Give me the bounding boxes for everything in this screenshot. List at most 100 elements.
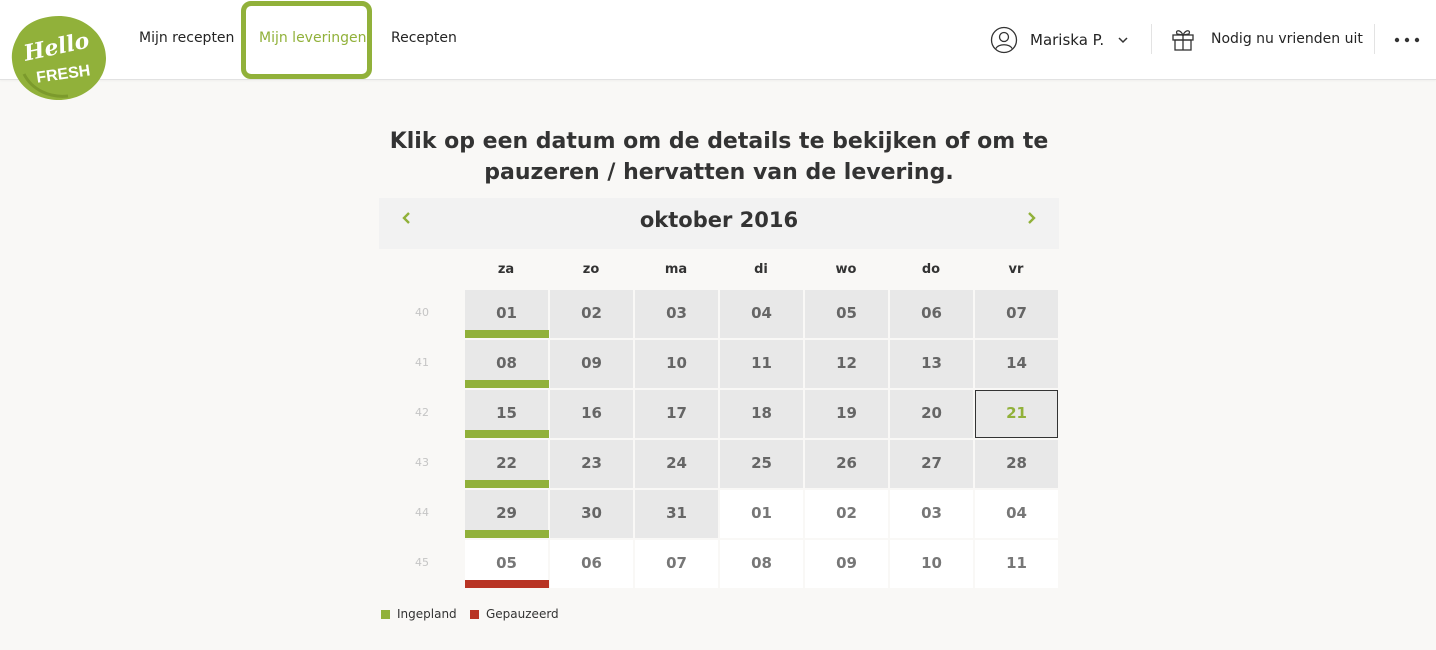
legend-swatch-paused bbox=[470, 609, 479, 619]
calendar-day[interactable]: 03 bbox=[890, 490, 973, 538]
calendar-day[interactable]: 05 bbox=[465, 540, 549, 588]
day-number: 12 bbox=[836, 354, 857, 372]
invite-friends-link[interactable]: Nodig nu vrienden uit bbox=[1170, 26, 1363, 52]
top-navigation-bar: Hello FRESH Mijn recepten Mijn leveringe… bbox=[0, 0, 1436, 100]
day-number: 16 bbox=[581, 404, 602, 422]
legend-label: Gepauzeerd bbox=[486, 607, 559, 621]
day-number: 08 bbox=[496, 354, 517, 372]
calendar-day[interactable]: 31 bbox=[635, 490, 718, 538]
day-number: 14 bbox=[1006, 354, 1027, 372]
divider bbox=[1374, 24, 1375, 54]
calendar-day[interactable]: 14 bbox=[975, 340, 1058, 388]
day-number: 11 bbox=[1006, 554, 1027, 572]
calendar-day[interactable]: 13 bbox=[890, 340, 973, 388]
legend-swatch-scheduled bbox=[381, 609, 390, 619]
calendar-day[interactable]: 04 bbox=[720, 290, 803, 338]
day-number: 05 bbox=[496, 554, 517, 572]
calendar-day[interactable]: 09 bbox=[805, 540, 888, 588]
calendar-day[interactable]: 08 bbox=[465, 340, 549, 388]
calendar-day[interactable]: 22 bbox=[465, 440, 549, 488]
day-number: 02 bbox=[581, 304, 602, 322]
day-number: 01 bbox=[751, 504, 772, 522]
calendar-day[interactable]: 24 bbox=[635, 440, 718, 488]
calendar-day[interactable]: 02 bbox=[550, 290, 633, 338]
week-number: 43 bbox=[415, 456, 429, 469]
scheduled-indicator bbox=[465, 530, 549, 538]
calendar-day[interactable]: 15 bbox=[465, 390, 549, 438]
calendar-day[interactable]: 23 bbox=[550, 440, 633, 488]
calendar-day[interactable]: 06 bbox=[890, 290, 973, 338]
calendar-day[interactable]: 07 bbox=[975, 290, 1058, 338]
more-options-icon[interactable] bbox=[1393, 32, 1421, 48]
day-number: 07 bbox=[666, 554, 687, 572]
scheduled-indicator bbox=[465, 480, 549, 488]
calendar-day[interactable]: 01 bbox=[465, 290, 549, 338]
gift-icon bbox=[1172, 30, 1194, 51]
day-number: 06 bbox=[921, 304, 942, 322]
scheduled-indicator bbox=[465, 330, 549, 338]
day-number: 28 bbox=[1006, 454, 1027, 472]
weekday-header: vr bbox=[1008, 262, 1024, 277]
hellofresh-logo[interactable]: Hello FRESH bbox=[10, 14, 108, 102]
calendar-day[interactable]: 11 bbox=[720, 340, 803, 388]
user-avatar-icon bbox=[990, 26, 1018, 54]
weekday-header: di bbox=[754, 262, 768, 277]
weekday-header: zo bbox=[582, 262, 600, 277]
day-number: 19 bbox=[836, 404, 857, 422]
calendar-day[interactable]: 27 bbox=[890, 440, 973, 488]
next-month-icon[interactable] bbox=[1024, 211, 1038, 225]
calendar-day[interactable]: 26 bbox=[805, 440, 888, 488]
calendar-day[interactable]: 05 bbox=[805, 290, 888, 338]
calendar-day[interactable]: 03 bbox=[635, 290, 718, 338]
day-number: 20 bbox=[921, 404, 942, 422]
day-number: 23 bbox=[581, 454, 602, 472]
calendar-day[interactable]: 02 bbox=[805, 490, 888, 538]
calendar-day[interactable]: 09 bbox=[550, 340, 633, 388]
calendar-day[interactable]: 11 bbox=[975, 540, 1058, 588]
weekday-header: wo bbox=[835, 262, 857, 277]
calendar-day[interactable]: 20 bbox=[890, 390, 973, 438]
previous-month-icon[interactable] bbox=[400, 211, 414, 225]
calendar-day[interactable]: 18 bbox=[720, 390, 803, 438]
weekday-header: ma bbox=[664, 262, 688, 277]
calendar-day[interactable]: 10 bbox=[635, 340, 718, 388]
week-number: 45 bbox=[415, 556, 429, 569]
day-number: 21 bbox=[1006, 404, 1027, 422]
calendar-day[interactable]: 04 bbox=[975, 490, 1058, 538]
calendar-day[interactable]: 01 bbox=[720, 490, 803, 538]
page-title: Klik op een datum om de details te bekij… bbox=[378, 126, 1060, 188]
divider bbox=[1151, 24, 1152, 54]
calendar-day[interactable]: 25 bbox=[720, 440, 803, 488]
nav-recepten[interactable]: Recepten bbox=[391, 30, 457, 46]
legend-paused: Gepauzeerd bbox=[470, 607, 559, 621]
calendar-day[interactable]: 29 bbox=[465, 490, 549, 538]
day-number: 17 bbox=[666, 404, 687, 422]
legend-label: Ingepland bbox=[397, 607, 457, 621]
calendar-day[interactable]: 30 bbox=[550, 490, 633, 538]
calendar-day[interactable]: 28 bbox=[975, 440, 1058, 488]
calendar-day[interactable]: 12 bbox=[805, 340, 888, 388]
week-number: 42 bbox=[415, 406, 429, 419]
calendar-day[interactable]: 10 bbox=[890, 540, 973, 588]
scheduled-indicator bbox=[465, 380, 549, 388]
day-number: 07 bbox=[1006, 304, 1027, 322]
calendar-day[interactable]: 07 bbox=[635, 540, 718, 588]
calendar-day-today[interactable]: 21 bbox=[975, 390, 1058, 438]
nav-mijn-recepten[interactable]: Mijn recepten bbox=[139, 30, 235, 46]
calendar-day[interactable]: 17 bbox=[635, 390, 718, 438]
user-menu[interactable]: Mariska P. bbox=[990, 26, 1128, 54]
month-title: oktober 2016 bbox=[639, 208, 799, 232]
calendar-day[interactable]: 06 bbox=[550, 540, 633, 588]
week-number: 40 bbox=[415, 306, 429, 319]
day-number: 08 bbox=[751, 554, 772, 572]
day-number: 29 bbox=[496, 504, 517, 522]
day-number: 01 bbox=[496, 304, 517, 322]
day-number: 13 bbox=[921, 354, 942, 372]
calendar-day[interactable]: 19 bbox=[805, 390, 888, 438]
legend-scheduled: Ingepland bbox=[381, 607, 457, 621]
nav-mijn-leveringen[interactable]: Mijn leveringen bbox=[259, 30, 367, 46]
calendar-day[interactable]: 08 bbox=[720, 540, 803, 588]
day-number: 22 bbox=[496, 454, 517, 472]
active-nav-highlight bbox=[241, 1, 372, 79]
calendar-day[interactable]: 16 bbox=[550, 390, 633, 438]
